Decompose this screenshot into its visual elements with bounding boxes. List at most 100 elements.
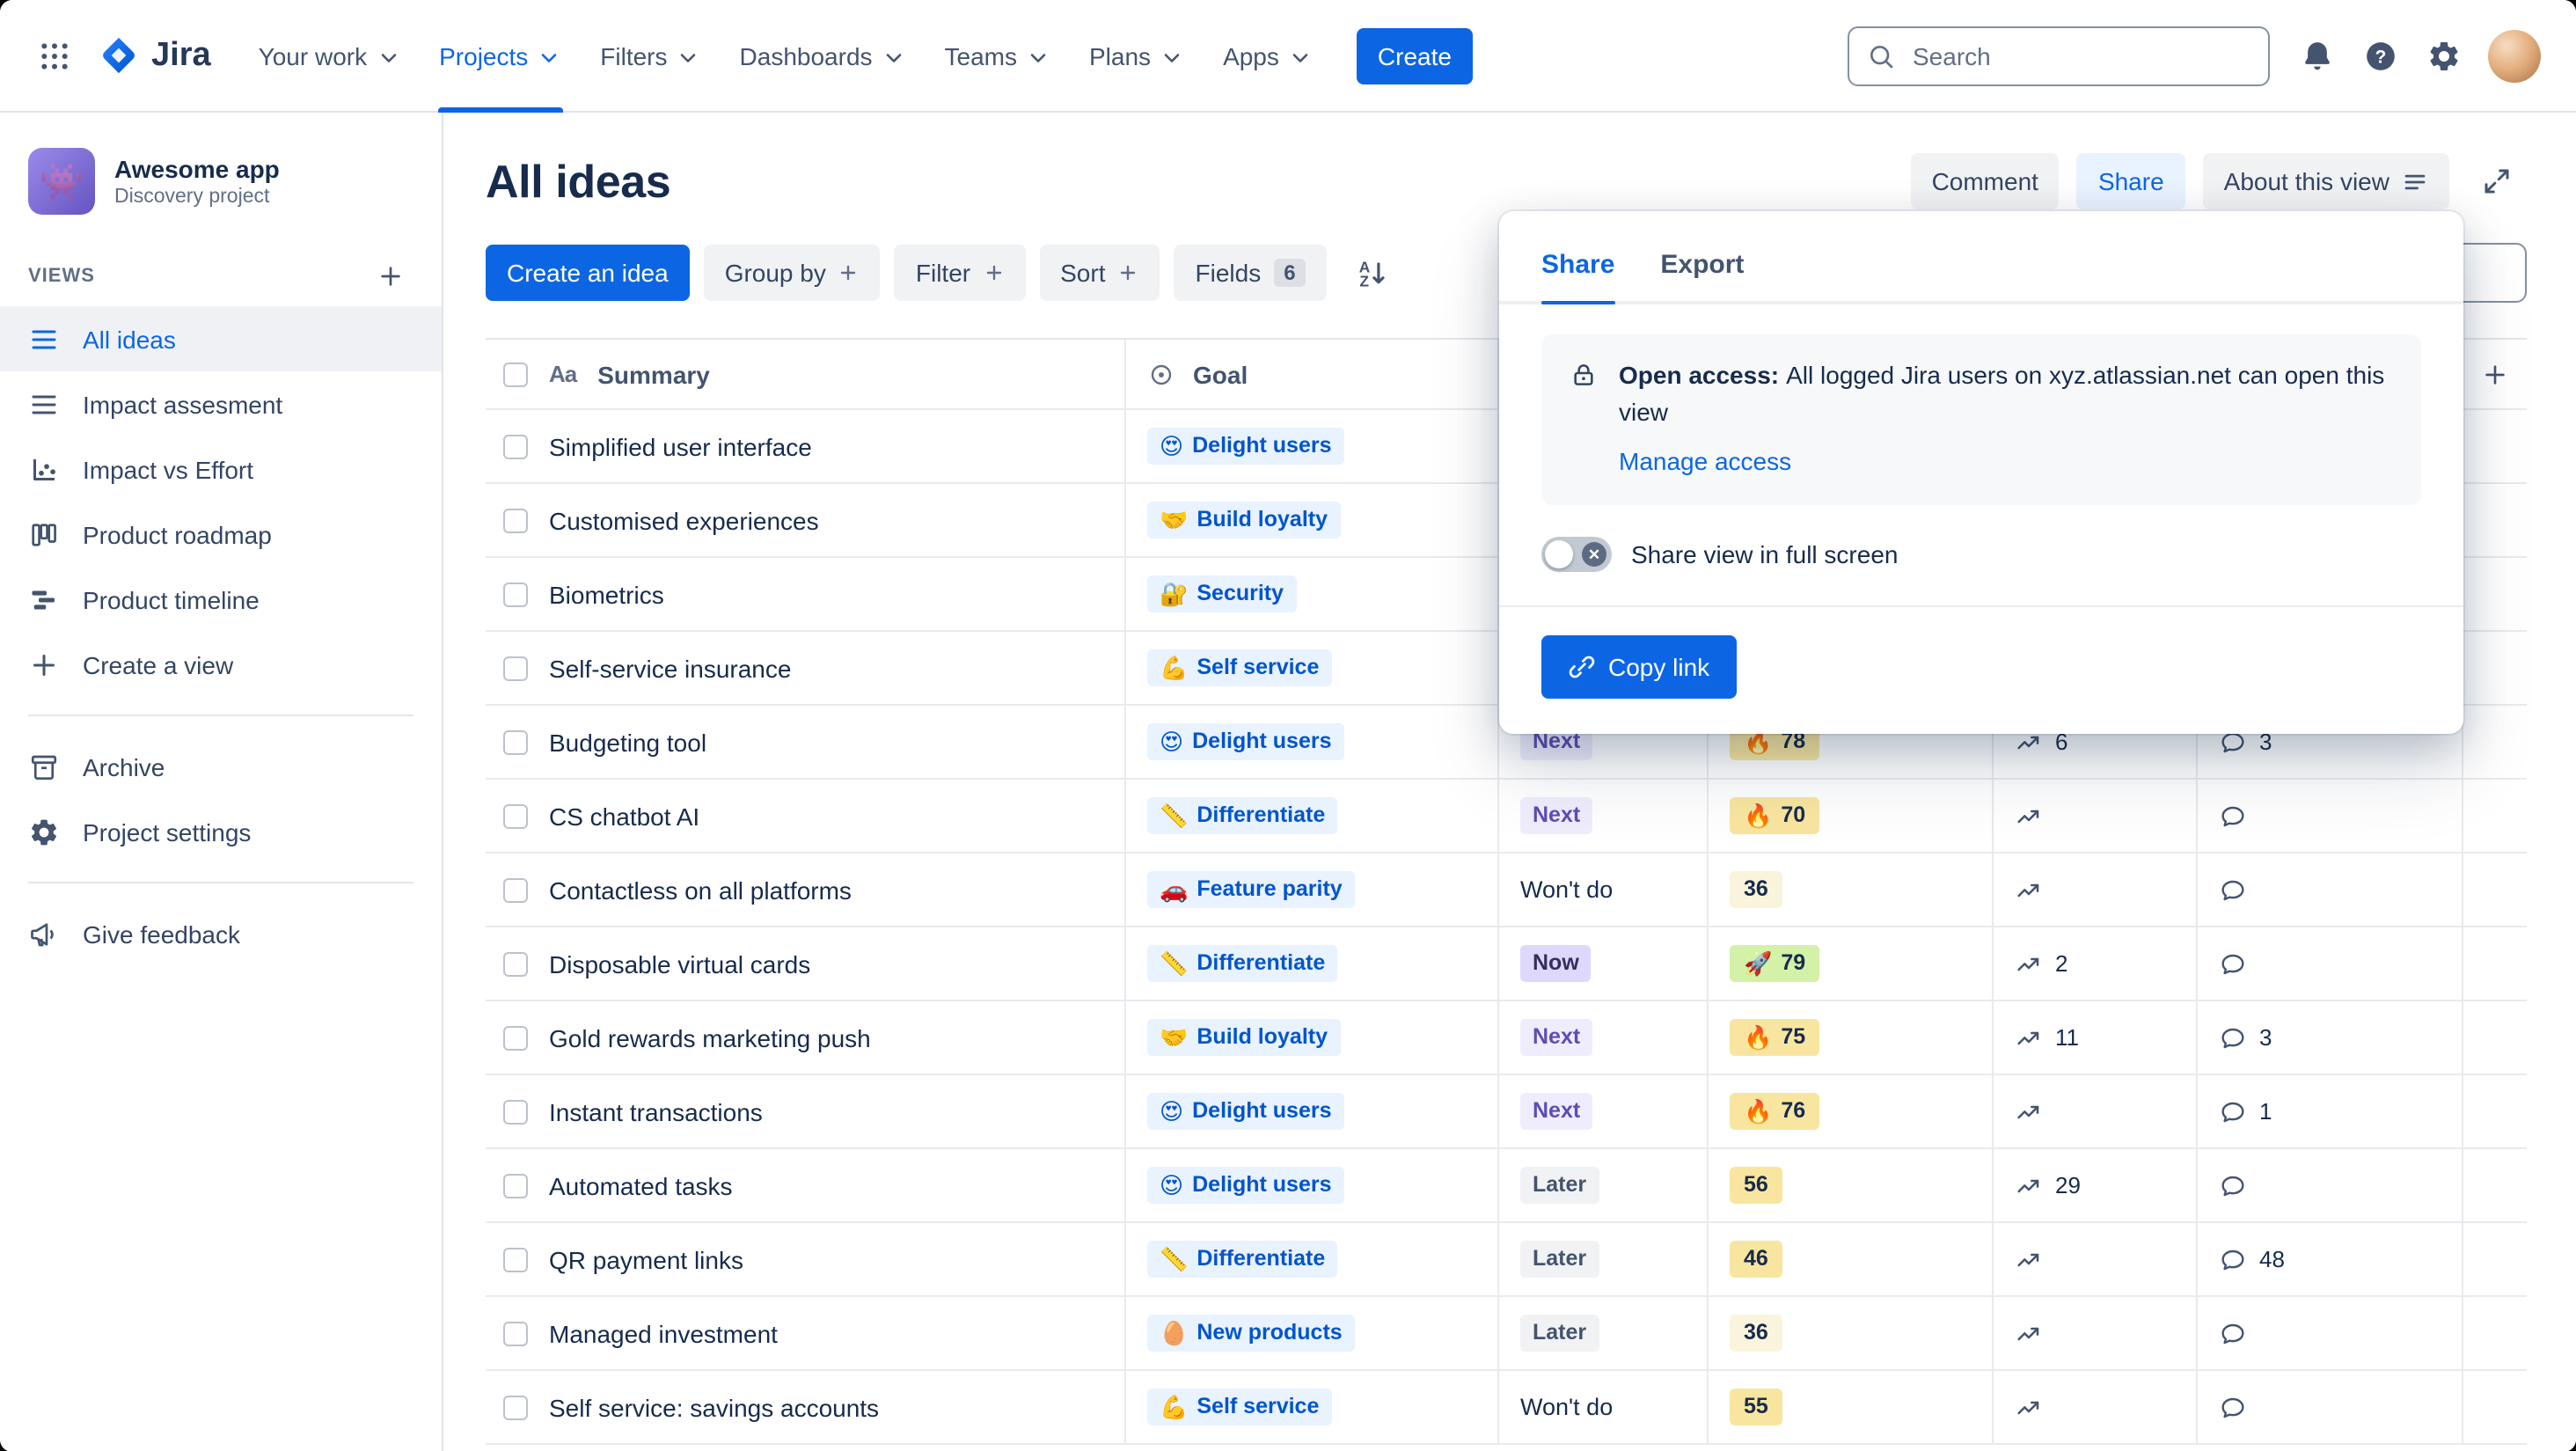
add-view-icon[interactable]	[368, 253, 413, 299]
share-fullscreen-toggle[interactable]: ✕	[1541, 537, 1612, 572]
summary-cell[interactable]: Instant transactions	[486, 1075, 1126, 1149]
comments-cell[interactable]	[2198, 780, 2463, 854]
fullscreen-expand-icon[interactable]	[2467, 151, 2527, 211]
impact-score-chip[interactable]: 🔥 70	[1730, 797, 1820, 834]
goal-cell[interactable]: 😍 Delight users	[1126, 1075, 1499, 1149]
goal-chip[interactable]: 🥚 New products	[1147, 1315, 1355, 1352]
impact-score-chip[interactable]: 🔥 76	[1730, 1093, 1820, 1130]
filter-button[interactable]: Filter	[894, 245, 1026, 301]
impact-score-chip[interactable]: 46	[1730, 1241, 1782, 1278]
goal-chip[interactable]: 😍 Delight users	[1147, 428, 1344, 465]
status-cell[interactable]: Later	[1499, 1223, 1709, 1297]
sidebar-view-product-roadmap[interactable]: Product roadmap	[0, 502, 442, 567]
score-cell[interactable]: 🔥 75	[1709, 1001, 1994, 1075]
goal-cell[interactable]: 😍 Delight users	[1126, 410, 1499, 484]
status-chip[interactable]: Next	[1520, 797, 1593, 834]
row-checkbox[interactable]	[503, 656, 528, 680]
score-cell[interactable]: 46	[1709, 1223, 1994, 1297]
sidebar-view-impact-vs-effort[interactable]: Impact vs Effort	[0, 436, 442, 502]
summary-cell[interactable]: Budgeting tool	[486, 706, 1126, 780]
status-cell[interactable]: Next	[1499, 1001, 1709, 1075]
goal-chip[interactable]: 🤝 Build loyalty	[1147, 502, 1341, 539]
comments-cell[interactable]	[2198, 927, 2463, 1001]
status-chip[interactable]: Next	[1520, 1093, 1593, 1130]
score-cell[interactable]: 36	[1709, 854, 1994, 927]
row-checkbox[interactable]	[503, 582, 528, 606]
comments-cell[interactable]: 1	[2198, 1075, 2463, 1149]
project-header[interactable]: 👾 Awesome app Discovery project	[0, 127, 442, 239]
table-row[interactable]: Contactless on all platforms 🚗 Feature par…	[486, 854, 2527, 927]
status-chip[interactable]: Next	[1520, 1019, 1593, 1056]
manage-access-link[interactable]: Manage access	[1619, 447, 1792, 475]
status-chip[interactable]: Won't do	[1520, 1393, 1614, 1420]
help-icon[interactable]: ?	[2351, 26, 2411, 85]
trend-cell[interactable]	[1994, 1297, 2198, 1371]
create-button[interactable]: Create	[1356, 27, 1473, 84]
status-cell[interactable]: Now	[1499, 927, 1709, 1001]
status-chip[interactable]: Won't do	[1520, 876, 1614, 903]
goal-chip[interactable]: 📏 Differentiate	[1147, 797, 1338, 834]
summary-cell[interactable]: Disposable virtual cards	[486, 927, 1126, 1001]
tab-export[interactable]: Export	[1660, 239, 1744, 301]
goal-chip[interactable]: 😍 Delight users	[1147, 1093, 1344, 1130]
tab-share[interactable]: Share	[1541, 239, 1614, 304]
summary-cell[interactable]: CS chatbot AI	[486, 780, 1126, 854]
table-row[interactable]: Disposable virtual cards 📏 Differentiate No…	[486, 927, 2527, 1001]
status-cell[interactable]: Later	[1499, 1149, 1709, 1223]
comments-cell[interactable]	[2198, 1149, 2463, 1223]
score-cell[interactable]: 55	[1709, 1371, 1994, 1445]
nav-item-apps[interactable]: Apps	[1204, 0, 1332, 112]
table-row[interactable]: Self service: savings accounts 💪 Self serv…	[486, 1371, 2527, 1445]
user-avatar[interactable]	[2488, 29, 2541, 82]
trend-cell[interactable]	[1994, 1223, 2198, 1297]
row-checkbox[interactable]	[503, 508, 528, 532]
goal-header-cell[interactable]: Goal	[1126, 340, 1499, 410]
impact-score-chip[interactable]: 36	[1730, 1315, 1782, 1352]
status-chip[interactable]: Later	[1520, 1167, 1599, 1204]
comments-cell[interactable]	[2198, 1371, 2463, 1445]
table-row[interactable]: Managed investment 🥚 New products Later 36	[486, 1297, 2527, 1371]
impact-score-chip[interactable]: 36	[1730, 871, 1782, 908]
row-checkbox[interactable]	[503, 1395, 528, 1419]
status-cell[interactable]: Won't do	[1499, 1371, 1709, 1445]
goal-cell[interactable]: 🥚 New products	[1126, 1297, 1499, 1371]
row-checkbox[interactable]	[503, 1099, 528, 1124]
impact-score-chip[interactable]: 55	[1730, 1389, 1782, 1425]
goal-chip[interactable]: 😍 Delight users	[1147, 723, 1344, 760]
comments-cell[interactable]	[2198, 1297, 2463, 1371]
nav-item-dashboards[interactable]: Dashboards	[721, 0, 926, 112]
impact-score-chip[interactable]: 🔥 75	[1730, 1019, 1820, 1056]
comments-cell[interactable]: 48	[2198, 1223, 2463, 1297]
score-cell[interactable]: 🚀 79	[1709, 927, 1994, 1001]
add-field-icon[interactable]	[2472, 351, 2518, 397]
goal-cell[interactable]: 😍 Delight users	[1126, 706, 1499, 780]
give-feedback-button[interactable]: Give feedback	[0, 901, 442, 966]
status-cell[interactable]: Next	[1499, 1075, 1709, 1149]
select-all-checkbox[interactable]	[503, 362, 528, 386]
summary-cell[interactable]: Self-service insurance	[486, 632, 1126, 706]
goal-cell[interactable]: 🚗 Feature parity	[1126, 854, 1499, 927]
table-row[interactable]: Instant transactions 😍 Delight users Next 🔥 7…	[486, 1075, 2527, 1149]
nav-item-filters[interactable]: Filters	[581, 0, 720, 112]
score-cell[interactable]: 🔥 70	[1709, 780, 1994, 854]
comments-cell[interactable]	[2198, 854, 2463, 927]
nav-item-projects[interactable]: Projects	[420, 0, 581, 112]
global-search-input[interactable]	[1909, 40, 2250, 71]
goal-chip[interactable]: 💪 Self service	[1147, 649, 1332, 686]
row-checkbox[interactable]	[503, 877, 528, 902]
goal-cell[interactable]: 💪 Self service	[1126, 632, 1499, 706]
comments-cell[interactable]: 3	[2198, 1001, 2463, 1075]
table-row[interactable]: Budgeting tool 😍 Delight users Next 🔥 78 6 3	[486, 706, 2527, 780]
table-row[interactable]: Gold rewards marketing push 🤝 Build loyalt…	[486, 1001, 2527, 1075]
table-row[interactable]: QR payment links 📏 Differentiate Later 46 48	[486, 1223, 2527, 1297]
nav-item-teams[interactable]: Teams	[926, 0, 1070, 112]
trend-cell[interactable]: 2	[1994, 927, 2198, 1001]
goal-cell[interactable]: 🔐 Security	[1126, 558, 1499, 632]
summary-cell[interactable]: Biometrics	[486, 558, 1126, 632]
table-row[interactable]: Automated tasks 😍 Delight users Later 56 29	[486, 1149, 2527, 1223]
nav-item-plans[interactable]: Plans	[1070, 0, 1204, 112]
summary-cell[interactable]: Customised experiences	[486, 484, 1126, 558]
impact-score-chip[interactable]: 🚀 79	[1730, 945, 1820, 982]
trend-cell[interactable]	[1994, 854, 2198, 927]
status-cell[interactable]: Later	[1499, 1297, 1709, 1371]
